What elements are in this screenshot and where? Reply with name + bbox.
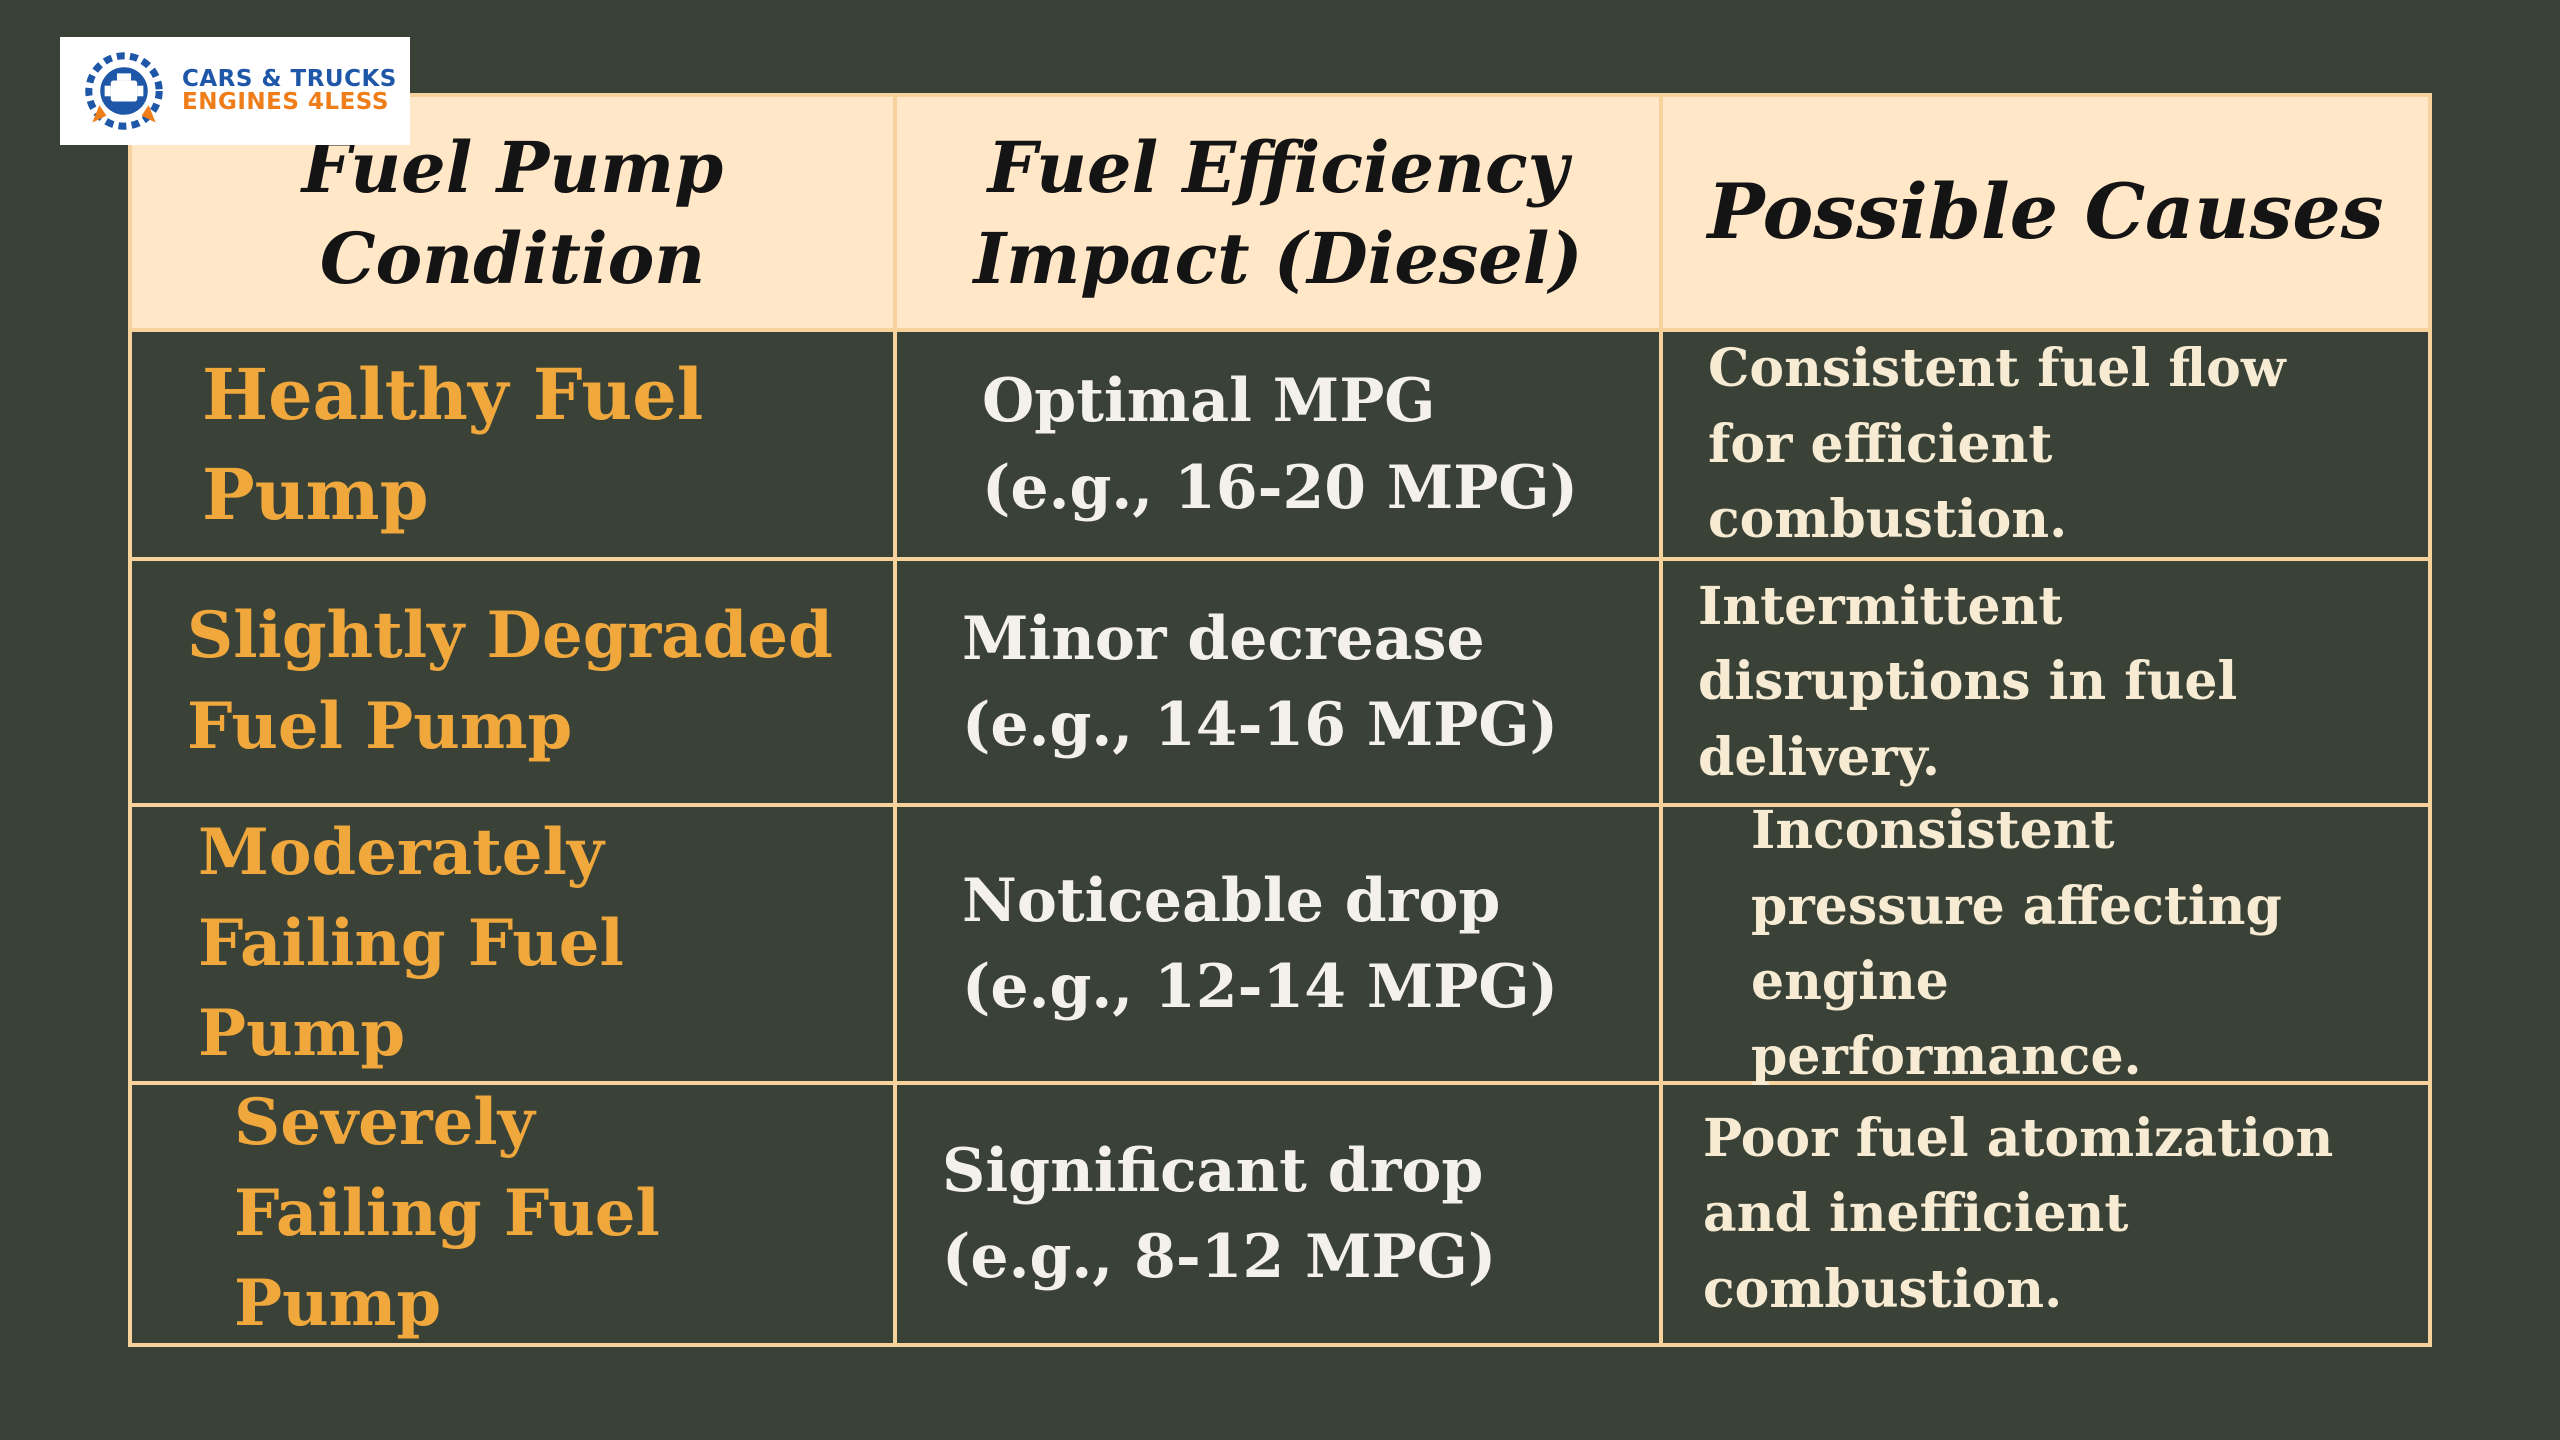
row-4-impact: Significant drop (e.g., 8-12 MPG)	[897, 1085, 1663, 1343]
brand-logo: CARS & TRUCKS ENGINES 4LESS	[60, 37, 410, 145]
row-2-condition: Slightly Degraded Fuel Pump	[132, 561, 897, 807]
row-1-condition: Healthy Fuel Pump	[132, 332, 897, 561]
logo-line-2: ENGINES 4LESS	[182, 89, 389, 115]
logo-line-1: CARS & TRUCKS	[182, 65, 397, 92]
header-causes: Possible Causes	[1663, 97, 2428, 332]
row-2-impact: Minor decrease (e.g., 14-16 MPG)	[897, 561, 1663, 807]
fuel-pump-table: Fuel Pump Condition Fuel Efficiency Impa…	[128, 93, 2432, 1347]
row-3-condition: Moderately Failing Fuel Pump	[132, 807, 897, 1085]
header-impact: Fuel Efficiency Impact (Diesel)	[897, 97, 1663, 332]
row-3-cause: Inconsistent pressure affecting engine p…	[1663, 800, 2428, 1087]
row-3-impact: Noticeable drop (e.g., 12-14 MPG)	[897, 807, 1663, 1085]
row-4-condition: Severely Failing Fuel Pump	[132, 1085, 897, 1343]
row-4-cause: Poor fuel atomization and inefficient co…	[1703, 1107, 2334, 1320]
row-2-cause: Intermittent disruptions in fuel deliver…	[1663, 561, 2428, 807]
logo-text: CARS & TRUCKS ENGINES 4LESS	[182, 65, 397, 115]
row-1-cause: Consistent fuel flow for efficient combu…	[1663, 332, 2428, 561]
row-1-impact: Optimal MPG (e.g., 16-20 MPG)	[897, 332, 1663, 561]
engine-badge-icon	[85, 52, 163, 130]
